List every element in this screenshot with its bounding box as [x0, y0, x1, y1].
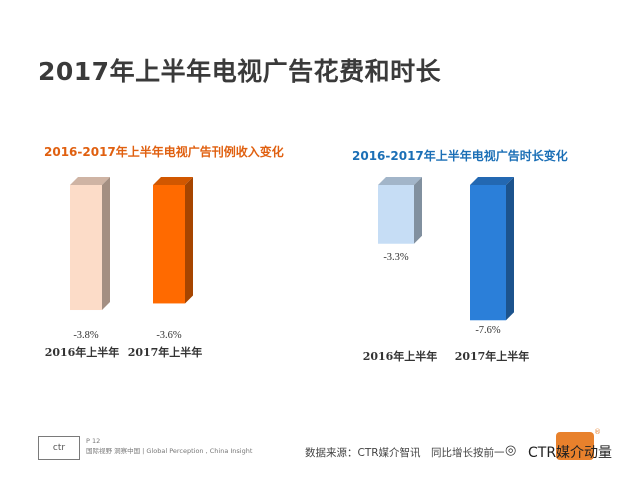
bar-0-0: [70, 185, 102, 311]
category-label-0-0: 2016年上半年: [45, 345, 120, 359]
bar-top-1-1: [470, 177, 514, 185]
category-label-1-1: 2017年上半年: [455, 349, 530, 363]
footer-branding: ctr P 12 国际视野 洞察中国 | Global Perception ,…: [38, 436, 252, 460]
brand-logo-mark: ®: [556, 428, 601, 460]
watermark-text: CTR媒介动量: [528, 445, 613, 461]
bar-top-0-0: [70, 177, 110, 185]
wechat-icon: ◎: [505, 443, 517, 458]
data-label-0-0: -3.8%: [73, 330, 99, 341]
bar-side-0-1: [185, 177, 193, 304]
page-number: P 12: [86, 437, 101, 445]
bar-side-1-1: [506, 177, 514, 321]
bar-1-0: [378, 185, 414, 244]
ctr-logo: ctr: [38, 436, 80, 460]
tagline: 国际视野 洞察中国 | Global Perception , China In…: [86, 447, 253, 455]
chart-title-duration: 2016-2017年上半年电视广告时长变化: [352, 149, 568, 163]
bar-1-1: [470, 185, 506, 321]
bar-top-1-0: [378, 177, 422, 185]
bar-0-1: [153, 185, 185, 304]
data-label-1-1: -7.6%: [475, 325, 501, 336]
category-label-1-0: 2016年上半年: [363, 349, 438, 363]
chart-title-revenue: 2016-2017年上半年电视广告刊例收入变化: [44, 145, 284, 159]
ctr-logo-text: ctr: [52, 443, 66, 453]
bar-top-0-1: [153, 177, 193, 185]
bar-side-0-0: [102, 177, 110, 311]
data-label-1-0: -3.3%: [383, 252, 409, 263]
bar-side-1-0: [414, 177, 422, 244]
data-label-0-1: -3.6%: [156, 330, 182, 341]
data-source-note: 数据来源：CTR媒介智讯 同比增长按前一: [305, 447, 505, 459]
category-label-0-1: 2017年上半年: [128, 345, 203, 359]
page-title: 2017年上半年电视广告花费和时长: [38, 57, 442, 86]
